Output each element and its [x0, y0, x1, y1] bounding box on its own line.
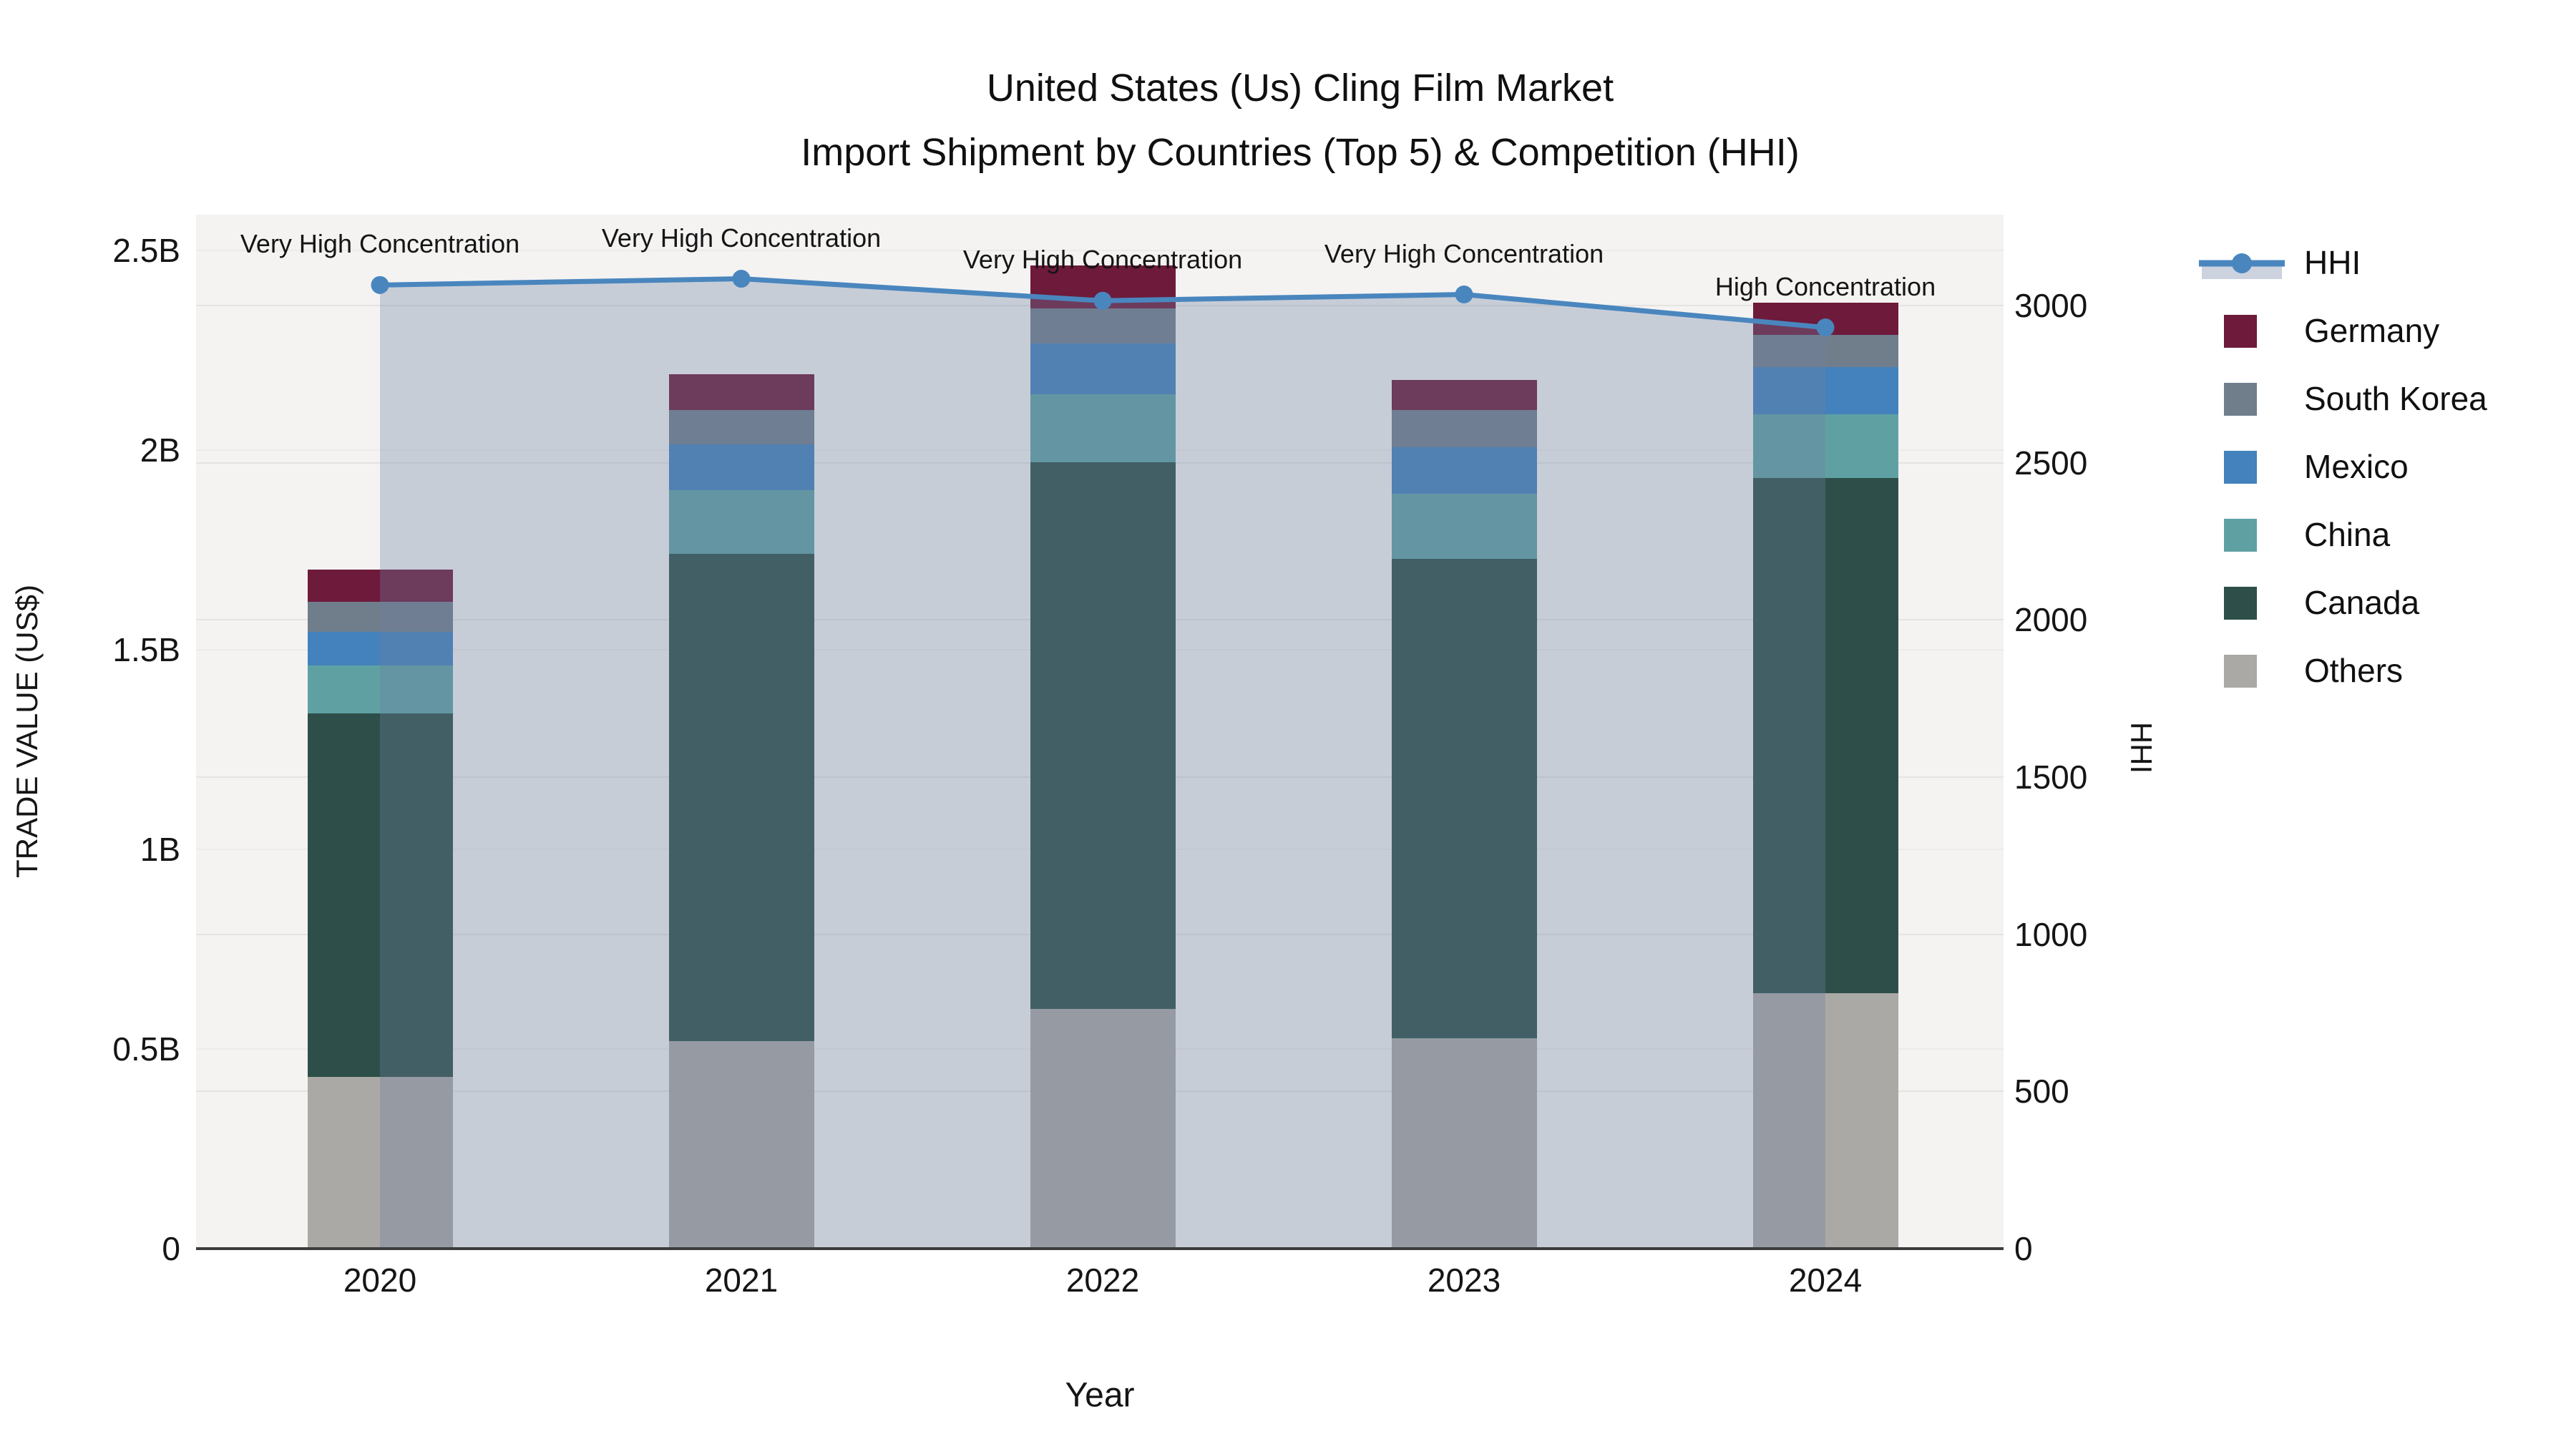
legend-label-south-korea: South Korea: [2304, 380, 2487, 417]
annotation-2024: High Concentration: [1714, 271, 1936, 301]
y2-tick-3000: 3000: [2014, 286, 2088, 324]
hhi-marker-2021[interactable]: [732, 270, 751, 288]
legend-label-china: China: [2304, 516, 2391, 553]
bar-segment-china-2021[interactable]: [668, 489, 814, 555]
legend-item-canada[interactable]: Canada: [2190, 582, 2547, 625]
legend-label-canada: Canada: [2304, 584, 2420, 621]
x-tick-2020[interactable]: 2020: [343, 1262, 417, 1299]
annotation-2022: Very High Concentration: [962, 245, 1243, 275]
bar-segment-canada-2022[interactable]: [1030, 462, 1176, 1010]
y2-tick-2000: 2000: [2014, 601, 2088, 639]
bar-segment-germany-2021[interactable]: [668, 374, 814, 411]
chart-title: United States (Us) Cling Film Market Imp…: [801, 56, 1800, 185]
y-axis-title: TRADE VALUE (US$): [10, 585, 44, 878]
legend-item-south-korea[interactable]: South Korea: [2190, 378, 2547, 421]
y2-tick-500: 500: [2014, 1073, 2069, 1111]
annotation-2021: Very High Concentration: [601, 223, 882, 253]
x-axis-line: [196, 1247, 2004, 1250]
legend-item-others[interactable]: Others: [2190, 650, 2547, 693]
y-tick-1.5B: 1.5B: [112, 631, 180, 668]
bar-segment-china-2023[interactable]: [1391, 494, 1537, 560]
chart-title-line2: Import Shipment by Countries (Top 5) & C…: [801, 131, 1800, 174]
bar-segment-canada-2020[interactable]: [307, 713, 453, 1078]
legend-swatch-others: [2224, 655, 2257, 688]
y2-tick-1000: 1000: [2014, 915, 2088, 953]
gridline-trade-2.5B: [196, 250, 2004, 251]
bar-segment-germany-2023[interactable]: [1391, 379, 1537, 410]
x-axis-title: Year: [1065, 1376, 1135, 1415]
y-tick-0: 0: [162, 1230, 180, 1267]
bar-segment-south-korea-2021[interactable]: [668, 410, 814, 444]
hhi-area-fill: [380, 278, 1825, 1249]
legend-item-china[interactable]: China: [2190, 514, 2547, 557]
annotation-2023: Very High Concentration: [1324, 238, 1604, 268]
legend-swatch-south-korea: [2224, 383, 2257, 416]
chart-title-line1: United States (Us) Cling Film Market: [986, 67, 1614, 109]
hhi-marker-2023[interactable]: [1455, 286, 1473, 304]
bar-segment-others-2023[interactable]: [1391, 1038, 1537, 1249]
bar-segment-canada-2021[interactable]: [668, 554, 814, 1041]
legend-item-mexico[interactable]: Mexico: [2190, 446, 2547, 489]
x-tick-2023[interactable]: 2023: [1427, 1262, 1501, 1299]
bar-segment-mexico-2024[interactable]: [1752, 367, 1898, 414]
bar-segment-south-korea-2023[interactable]: [1391, 409, 1537, 447]
legend-label-mexico: Mexico: [2304, 448, 2409, 485]
bar-segment-mexico-2021[interactable]: [668, 444, 814, 490]
bar-segment-canada-2024[interactable]: [1752, 478, 1898, 993]
legend-label-germany: Germany: [2304, 312, 2440, 349]
bar-segment-south-korea-2020[interactable]: [307, 602, 453, 632]
legend-swatch-germany: [2224, 315, 2257, 348]
x-tick-2022[interactable]: 2022: [1065, 1262, 1140, 1299]
bar-segment-others-2021[interactable]: [668, 1040, 814, 1249]
bar-segment-mexico-2023[interactable]: [1391, 447, 1537, 494]
bar-segment-south-korea-2022[interactable]: [1030, 308, 1176, 343]
legend-label-others: Others: [2304, 652, 2404, 689]
legend-swatch-mexico: [2224, 451, 2257, 484]
y-tick-2.5B: 2.5B: [112, 232, 180, 269]
bar-segment-germany-2020[interactable]: [307, 570, 453, 602]
y2-tick-1500: 1500: [2014, 758, 2088, 796]
hhi-marker-2020[interactable]: [371, 275, 389, 294]
hhi-marker-2024[interactable]: [1816, 318, 1835, 337]
y2-tick-2500: 2500: [2014, 444, 2088, 482]
bar-segment-canada-2023[interactable]: [1391, 559, 1537, 1038]
legend-item-germany[interactable]: Germany: [2190, 310, 2547, 353]
hhi-legend-swatch: [2199, 253, 2285, 279]
bar-segment-south-korea-2024[interactable]: [1752, 334, 1898, 368]
y2-axis-title: HHI: [2124, 721, 2158, 774]
bar-segment-mexico-2020[interactable]: [307, 631, 453, 666]
bar-segment-mexico-2022[interactable]: [1030, 343, 1176, 394]
bar-segment-others-2022[interactable]: [1030, 1009, 1176, 1249]
legend-swatch-china: [2224, 519, 2257, 552]
bar-segment-others-2020[interactable]: [307, 1077, 453, 1249]
x-tick-2024[interactable]: 2024: [1788, 1262, 1863, 1299]
bar-segment-china-2020[interactable]: [307, 665, 453, 714]
y-tick-2B: 2B: [140, 431, 180, 469]
annotation-2020: Very High Concentration: [240, 229, 520, 259]
legend-swatch-canada: [2224, 587, 2257, 620]
bar-segment-china-2024[interactable]: [1752, 414, 1898, 479]
bar-segment-china-2022[interactable]: [1030, 394, 1176, 462]
legend-label-hhi: HHI: [2304, 244, 2361, 281]
y-tick-1B: 1B: [140, 831, 180, 868]
x-tick-2021[interactable]: 2021: [704, 1262, 779, 1299]
bar-segment-others-2024[interactable]: [1752, 992, 1898, 1249]
y2-tick-0: 0: [2014, 1230, 2033, 1267]
y-tick-0.5B: 0.5B: [112, 1030, 180, 1068]
legend-item-hhi[interactable]: HHI: [2190, 242, 2547, 285]
hhi-marker-2022[interactable]: [1093, 291, 1112, 310]
